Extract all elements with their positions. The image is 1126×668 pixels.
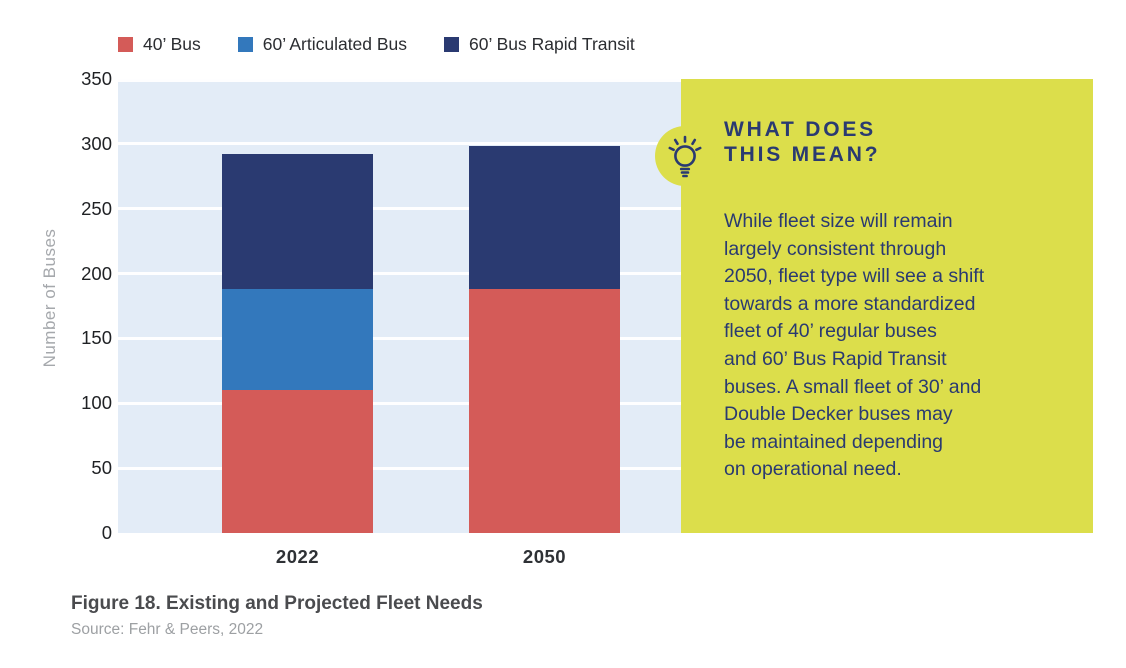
x-axis-label-2022: 2022 [275,546,320,567]
lightbulb-icon [668,135,702,178]
y-axis-tick-100: 100 [81,392,112,413]
plot-area [118,79,681,533]
y-axis-tick-250: 250 [81,198,112,219]
bar-segment [222,154,373,290]
bar-segment [469,146,620,290]
legend-label-40-bus: 40’ Bus [143,34,201,54]
y-axis-tick-300: 300 [81,133,112,154]
callout-heading: WHAT DOES THIS MEAN? [724,118,881,166]
bar-segment [222,289,373,391]
legend-item-60-brt: 60’ Bus Rapid Transit [444,34,635,54]
bar-2022 [222,154,373,533]
x-axis-label-2050: 2050 [522,546,567,567]
legend-swatch-60-articulated-bus [237,37,253,52]
legend-label-60-articulated-bus: 60’ Articulated Bus [262,34,408,54]
y-axis-tick-200: 200 [81,263,112,284]
bar-2050 [469,146,620,533]
legend-item-60-articulated-bus: 60’ Articulated Bus [237,34,408,54]
legend-swatch-60-brt [444,37,460,52]
y-axis-tick-0: 0 [101,522,112,543]
figure-source: Source: Fehr & Peers, 2022 [71,621,264,638]
bar-segment [469,289,620,533]
y-axis-tick-50: 50 [91,457,112,478]
gridline-250 [118,207,681,210]
bar-segment [222,390,373,533]
gridline-150 [118,337,681,340]
callout-body: While fleet size will remain largely con… [724,210,985,481]
y-axis-tick-150: 150 [81,327,112,348]
chart-legend: 40’ Bus 60’ Articulated Bus 60’ Bus Rapi… [118,34,635,54]
gridline-100 [118,402,681,405]
legend-swatch-40-bus [118,37,133,52]
y-axis-tick-350: 350 [81,68,112,89]
gridline-200 [118,272,681,275]
gridline-50 [118,467,681,470]
lightbulb-badge [655,126,715,186]
y-axis: 0 50 100 150 200 250 300 350 [0,69,112,542]
gridline-300 [118,142,681,145]
callout-panel [681,79,1093,533]
figure-caption: Figure 18. Existing and Projected Fleet … [71,593,483,614]
legend-item-40-bus: 40’ Bus [118,34,201,54]
legend-label-60-brt: 60’ Bus Rapid Transit [469,34,635,54]
gridline-350 [118,79,681,82]
